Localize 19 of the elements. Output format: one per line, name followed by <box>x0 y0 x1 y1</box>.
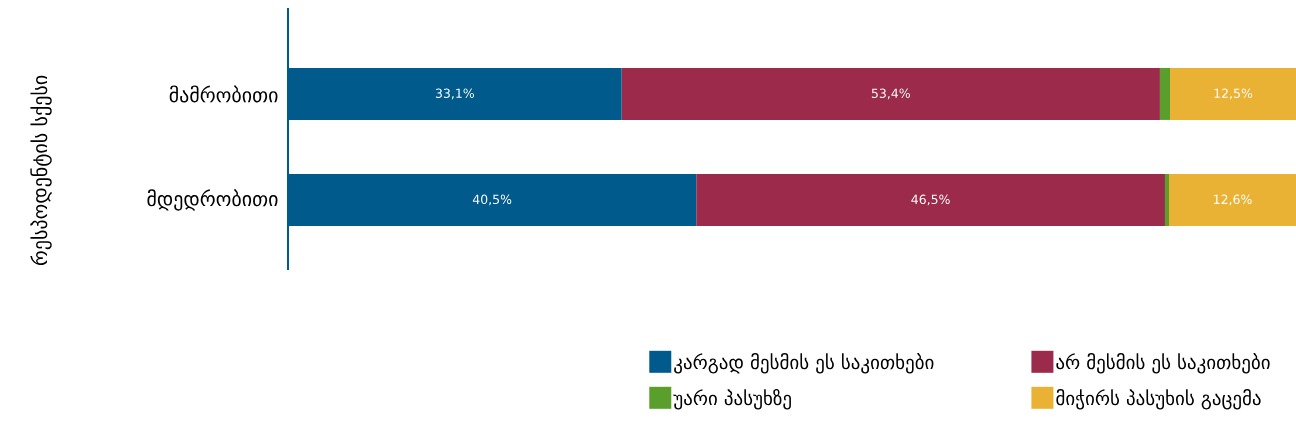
legend-label: კარგად მესმის ეს საკითხები <box>674 353 934 374</box>
legend-label: არ მესმის ეს საკითხები <box>1056 353 1270 374</box>
data-label: 12,6% <box>1214 194 1252 206</box>
y-axis-title: რესპოდენტის სქესი <box>30 75 52 266</box>
y-tick-label: მდედრობითი <box>147 189 278 211</box>
bar <box>1164 174 1169 226</box>
data-label: 33,1% <box>435 88 474 100</box>
bar <box>1168 174 1296 226</box>
data-label: 46,5% <box>911 194 950 206</box>
bar <box>1159 67 1170 120</box>
data-label: 40,5% <box>472 194 512 206</box>
data-label: 53,4% <box>871 88 910 100</box>
bar <box>1170 67 1296 120</box>
bar <box>621 67 1160 120</box>
y-tick-label: მამრობითი <box>169 85 278 103</box>
legend-label: უარი პასუხზე <box>673 389 791 410</box>
legend-label: მიჭირს პასუხის გაცემა <box>1056 389 1261 410</box>
data-label: 12,5% <box>1214 88 1253 100</box>
bar <box>696 174 1165 226</box>
